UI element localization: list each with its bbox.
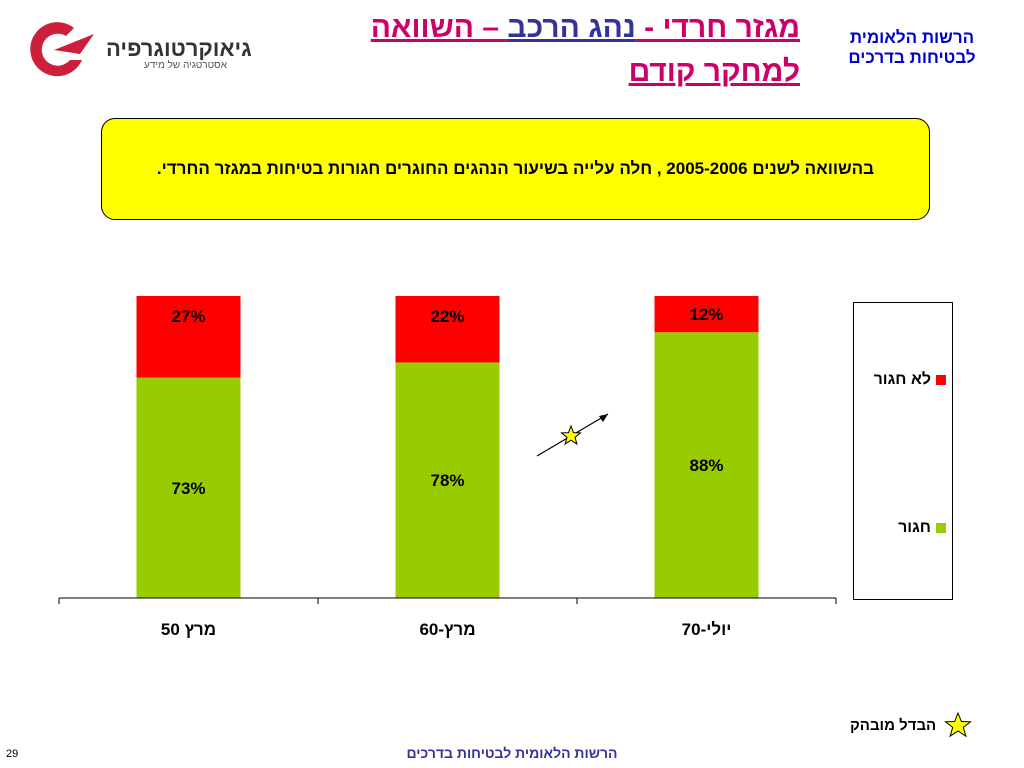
footer-org-name: הרשות הלאומית לבטיחות בדרכים <box>406 745 618 761</box>
logo-tagline: אסטרטגיה של מידע <box>144 60 227 71</box>
org-name-line-1: הרשות הלאומית <box>849 28 975 47</box>
trend-arrowhead <box>599 414 608 422</box>
data-label-unbelted-1: 22% <box>430 307 464 326</box>
legend-label-belted: חגור <box>898 519 931 536</box>
bar-segment-belted-0 <box>136 377 241 598</box>
bar-segment-unbelted-2 <box>654 296 759 333</box>
page-number: 29 <box>6 748 19 760</box>
legend-item-unbelted: לא חגור <box>874 371 946 389</box>
data-label-unbelted-2: 12% <box>689 305 723 324</box>
legend-swatch-belted <box>936 523 946 533</box>
significance-legend: הבדל מובהק <box>850 712 973 738</box>
category-label-0: מרץ 50 <box>161 620 216 639</box>
title-line-2: למחקר קודם <box>628 55 800 88</box>
category-label-1: מרץ-60 <box>419 620 475 639</box>
data-label-unbelted-0: 27% <box>171 307 205 326</box>
title-part-2: נהג הרכב <box>507 11 636 44</box>
bar-segment-unbelted-1 <box>395 296 500 363</box>
legend-swatch-unbelted <box>936 375 946 385</box>
summary-callout: בהשוואה לשנים 2005-2006 , חלה עלייה בשיע… <box>101 118 930 220</box>
significance-label: הבדל מובהק <box>850 716 937 734</box>
org-name-header: הרשות הלאומית לבטיחות בדרכים <box>812 28 1012 68</box>
logo-brand: גיאוקרטוגרפיה <box>106 36 252 61</box>
data-label-belted-1: 78% <box>430 471 464 490</box>
significance-star-icon <box>560 424 582 446</box>
star-icon <box>944 712 973 738</box>
bar-segment-unbelted-0 <box>136 296 241 378</box>
logo-mark <box>30 22 94 77</box>
logo: גיאוקרטוגרפיה אסטרטגיה של מידע <box>14 16 252 80</box>
chart-legend: לא חגור חגור <box>853 302 953 600</box>
title-part-3: – השוואה <box>370 11 508 44</box>
summary-text: בהשוואה לשנים 2005-2006 , חלה עלייה בשיע… <box>156 159 875 178</box>
legend-item-belted: חגור <box>898 519 946 537</box>
legend-label-unbelted: לא חגור <box>873 371 931 388</box>
org-name-line-2: לבטיחות בדרכים <box>848 48 976 67</box>
bar-segment-belted-2 <box>654 332 759 598</box>
stacked-bar-chart: 73% 27% מרץ 50 78% 22% מרץ-60 88% 12% יולי-70 <box>58 296 837 639</box>
data-label-belted-2: 88% <box>689 456 723 475</box>
category-label-2: יולי-70 <box>682 620 732 639</box>
title-part-1: מגזר חרדי - <box>635 11 800 44</box>
data-label-belted-0: 73% <box>171 479 205 498</box>
page-title: מגזר חרדי - נהג הרכב – השוואה למחקר קודם <box>280 6 800 94</box>
bar-segment-belted-1 <box>395 362 500 598</box>
